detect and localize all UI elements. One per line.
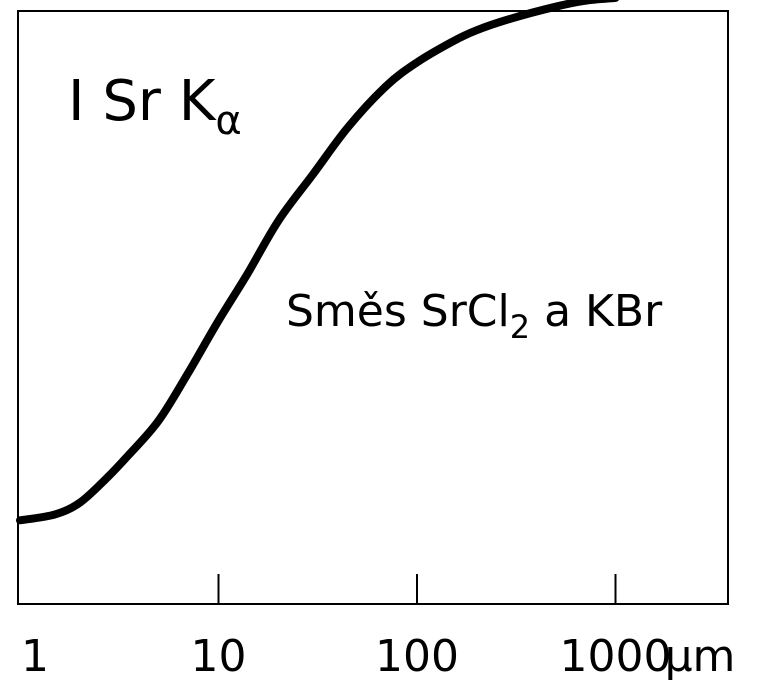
series-annotation: Směs SrCl2 a KBr — [286, 286, 663, 346]
y-axis-label: I Sr Kα — [68, 69, 242, 144]
y-axis-label-sub: α — [215, 98, 241, 144]
x-tick-label: 100 — [375, 631, 459, 682]
y-axis-label-main: I Sr K — [68, 69, 217, 134]
annotation-post: a KBr — [530, 286, 663, 337]
x-tick-label: 1000 — [560, 631, 672, 682]
annotation-pre: Směs SrCl — [286, 286, 510, 337]
annotation-sub: 2 — [510, 308, 530, 346]
x-ticks — [219, 574, 616, 604]
x-tick-label: 10 — [191, 631, 247, 682]
x-tick-label: 1 — [21, 631, 49, 682]
x-unit-label: µm — [665, 631, 736, 682]
